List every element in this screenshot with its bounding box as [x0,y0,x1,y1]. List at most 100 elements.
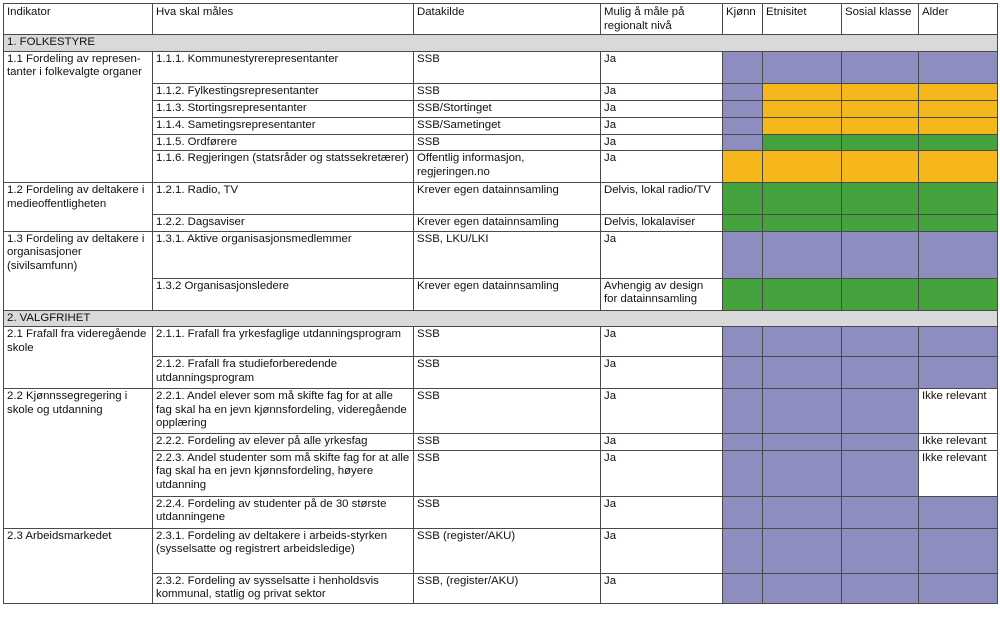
measure-cell: 2.1.2. Frafall fra studieforberedende ut… [152,356,414,389]
alder-status [918,326,998,357]
table-row: 2.2.3. Andel studenter som må skifte fag… [4,449,998,497]
etnisitet-status [762,277,842,311]
alder-status [918,82,998,101]
etnisitet-status [762,150,842,183]
measure-cell: 2.2.4. Fordeling av studenter på de 30 s… [152,495,414,529]
kjonn-status [722,326,763,357]
regional-cell: Ja [600,133,723,151]
measure-cell: 1.1.6. Regjeringen (statsråder og statss… [152,150,414,183]
alder-status [918,527,998,574]
header-alder: Alder [918,3,998,35]
kjonn-status [722,495,763,529]
regional-cell: Ja [600,230,723,279]
regional-cell: Ja [600,572,723,604]
regional-cell: Ja [600,116,723,135]
sosial-status [841,356,919,389]
alder-status [918,133,998,151]
sosial-status [841,449,919,497]
alder-status [918,572,998,604]
sosial-status [841,182,919,215]
table-row: 2.2 Kjønnssegregering i skole og utdanni… [3,388,998,529]
measure-cell: 1.1.1. Kommunestyrerepresentanter [152,50,414,84]
measure-cell: 1.1.3. Stortingsrepresentanter [152,99,414,118]
kjonn-status [722,99,763,118]
section-title: 1. FOLKESTYRE [3,34,998,52]
kjonn-status [722,133,763,151]
header-hva: Hva skal måles [152,3,414,35]
sosial-status [841,388,919,434]
table-row: 2.1 Frafall fra videregående skole 2.1.1… [3,326,998,389]
indicator-table: Indikator Hva skal måles Datakilde Mulig… [3,3,998,604]
etnisitet-status [762,50,842,84]
sosial-status [841,50,919,84]
measure-cell: 2.3.2. Fordeling av sysselsatte i henhol… [152,572,414,604]
table-row: 1.1.5. Ordførere SSB Ja [4,133,998,151]
source-cell: SSB [413,50,601,84]
etnisitet-status [762,356,842,389]
etnisitet-status [762,527,842,574]
kjonn-status [722,82,763,101]
regional-cell: Delvis, lokalaviser [600,214,723,232]
table-row: 2.2.2. Fordeling av elever på alle yrkes… [4,433,998,451]
source-cell: SSB, LKU/LKI [413,230,601,279]
source-cell: SSB [413,449,601,497]
indicator-cell: 2.1 Frafall fra videregående skole [3,326,153,389]
indicator-cell: 1.2 Fordeling av deltakere i medieoffent… [3,182,153,232]
etnisitet-status [762,182,842,215]
sosial-status [841,230,919,279]
source-cell: SSB [413,133,601,151]
alder-status: Ikke relevant [918,433,998,451]
measure-cell: 2.3.1. Fordeling av deltakere i arbeids-… [152,527,414,574]
alder-status [918,182,998,215]
measure-cell: 1.3.1. Aktive organisasjonsmedlemmer [152,230,414,279]
etnisitet-status [762,388,842,434]
source-cell: SSB/Stortinget [413,99,601,118]
alder-status [918,116,998,135]
indicator-cell: 1.3 Fordeling av deltakere i organisasjo… [3,230,153,311]
kjonn-status [722,116,763,135]
alder-status [918,277,998,311]
measure-cell: 1.1.2. Fylkestingsrepresentanter [152,82,414,101]
etnisitet-status [762,495,842,529]
table-row: 2.3 Arbeidsmarkedet 2.3.1. Fordeling av … [3,527,998,604]
regional-cell: Ja [600,527,723,574]
alder-status: Ikke relevant [918,388,998,434]
etnisitet-status [762,99,842,118]
table-row: 2.2.4. Fordeling av studenter på de 30 s… [4,495,998,529]
measure-cell: 2.2.1. Andel elever som må skifte fag fo… [152,388,414,434]
sosial-status [841,99,919,118]
regional-cell: Ja [600,99,723,118]
etnisitet-status [762,214,842,232]
measure-cell: 1.2.2. Dagsaviser [152,214,414,232]
measure-cell: 2.2.3. Andel studenter som må skifte fag… [152,449,414,497]
alder-status [918,356,998,389]
alder-status [918,230,998,279]
source-cell: Krever egen datainnsamling [413,182,601,215]
alder-status [918,150,998,183]
alder-status [918,214,998,232]
source-cell: Krever egen datainnsamling [413,214,601,232]
alder-status: Ikke relevant [918,449,998,497]
source-cell: Offentlig informasjon, regjeringen.no [413,150,601,183]
sosial-status [841,495,919,529]
header-kjonn: Kjønn [722,3,763,35]
table-row: 1.3 Fordeling av deltakere i organisasjo… [3,230,998,311]
table-row: 1.1 Fordeling av represen-tanter i folke… [3,50,998,183]
etnisitet-status [762,230,842,279]
measure-cell: 2.1.1. Frafall fra yrkesfaglige utdannin… [152,326,414,357]
measure-cell: 1.3.2 Organisasjonsledere [152,277,414,311]
section-row: 1. FOLKESTYRE [3,34,998,52]
header-row: Indikator Hva skal måles Datakilde Mulig… [3,3,998,35]
kjonn-status [722,50,763,84]
table-row: 1.1.2. Fylkestingsrepresentanter SSB Ja [4,82,998,101]
kjonn-status [722,356,763,389]
sosial-status [841,326,919,357]
table-row: 1.1.3. Stortingsrepresentanter SSB/Stort… [4,99,998,118]
regional-cell: Ja [600,356,723,389]
etnisitet-status [762,133,842,151]
kjonn-status [722,388,763,434]
source-cell: SSB, (register/AKU) [413,572,601,604]
section-title: 2. VALGFRIHET [3,309,998,327]
kjonn-status [722,449,763,497]
etnisitet-status [762,82,842,101]
